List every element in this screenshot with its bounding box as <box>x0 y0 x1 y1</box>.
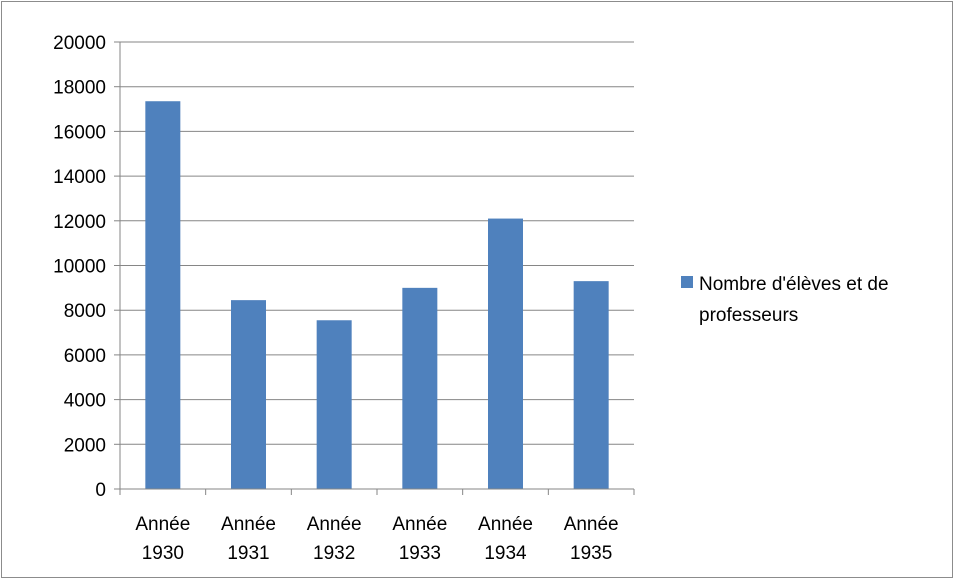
y-tick-label: 4000 <box>64 391 106 412</box>
y-tick-label: 2000 <box>64 435 106 456</box>
legend: Nombre d'élèves et de professeurs <box>681 274 889 326</box>
bar-Année-1933 <box>402 287 438 489</box>
y-tick-label: 12000 <box>53 212 106 233</box>
legend-swatch <box>681 276 693 288</box>
y-tick-label: 8000 <box>64 301 106 322</box>
y-tick-label: 14000 <box>53 167 106 188</box>
y-tick-label: 0 <box>95 480 106 501</box>
x-tick-label: Année 1935 <box>564 514 619 564</box>
x-tick-label: Année 1931 <box>221 514 276 564</box>
y-tick-label: 16000 <box>53 122 106 143</box>
bar-Année-1931 <box>231 300 266 489</box>
x-tick-label: Année 1934 <box>478 514 533 564</box>
y-tick-label: 6000 <box>64 346 106 367</box>
y-tick-labels: 0 2000 4000 6000 8000 10000 12000 14000 16000 180… <box>53 33 106 501</box>
bar-Année-1930 <box>145 101 181 489</box>
x-tick-labels: Année 1930 Année 1931 Année 1932 Année 1933 Anné… <box>135 514 618 564</box>
bar-Année-1934 <box>488 218 523 489</box>
bar-Année-1932 <box>316 320 352 489</box>
x-tick-label: Année 1930 <box>135 514 190 564</box>
x-tick-label: Année 1933 <box>392 514 447 564</box>
gridlines <box>120 41 634 445</box>
legend-label: Nombre d'élèves et de professeurs <box>699 274 889 326</box>
axes <box>114 41 635 495</box>
y-tick-label: 10000 <box>53 257 106 278</box>
y-tick-label: 18000 <box>53 78 106 99</box>
bar-Année-1935 <box>573 281 609 489</box>
bars <box>145 101 609 489</box>
y-tick-label: 20000 <box>53 33 106 54</box>
x-tick-label: Année 1932 <box>307 514 362 564</box>
